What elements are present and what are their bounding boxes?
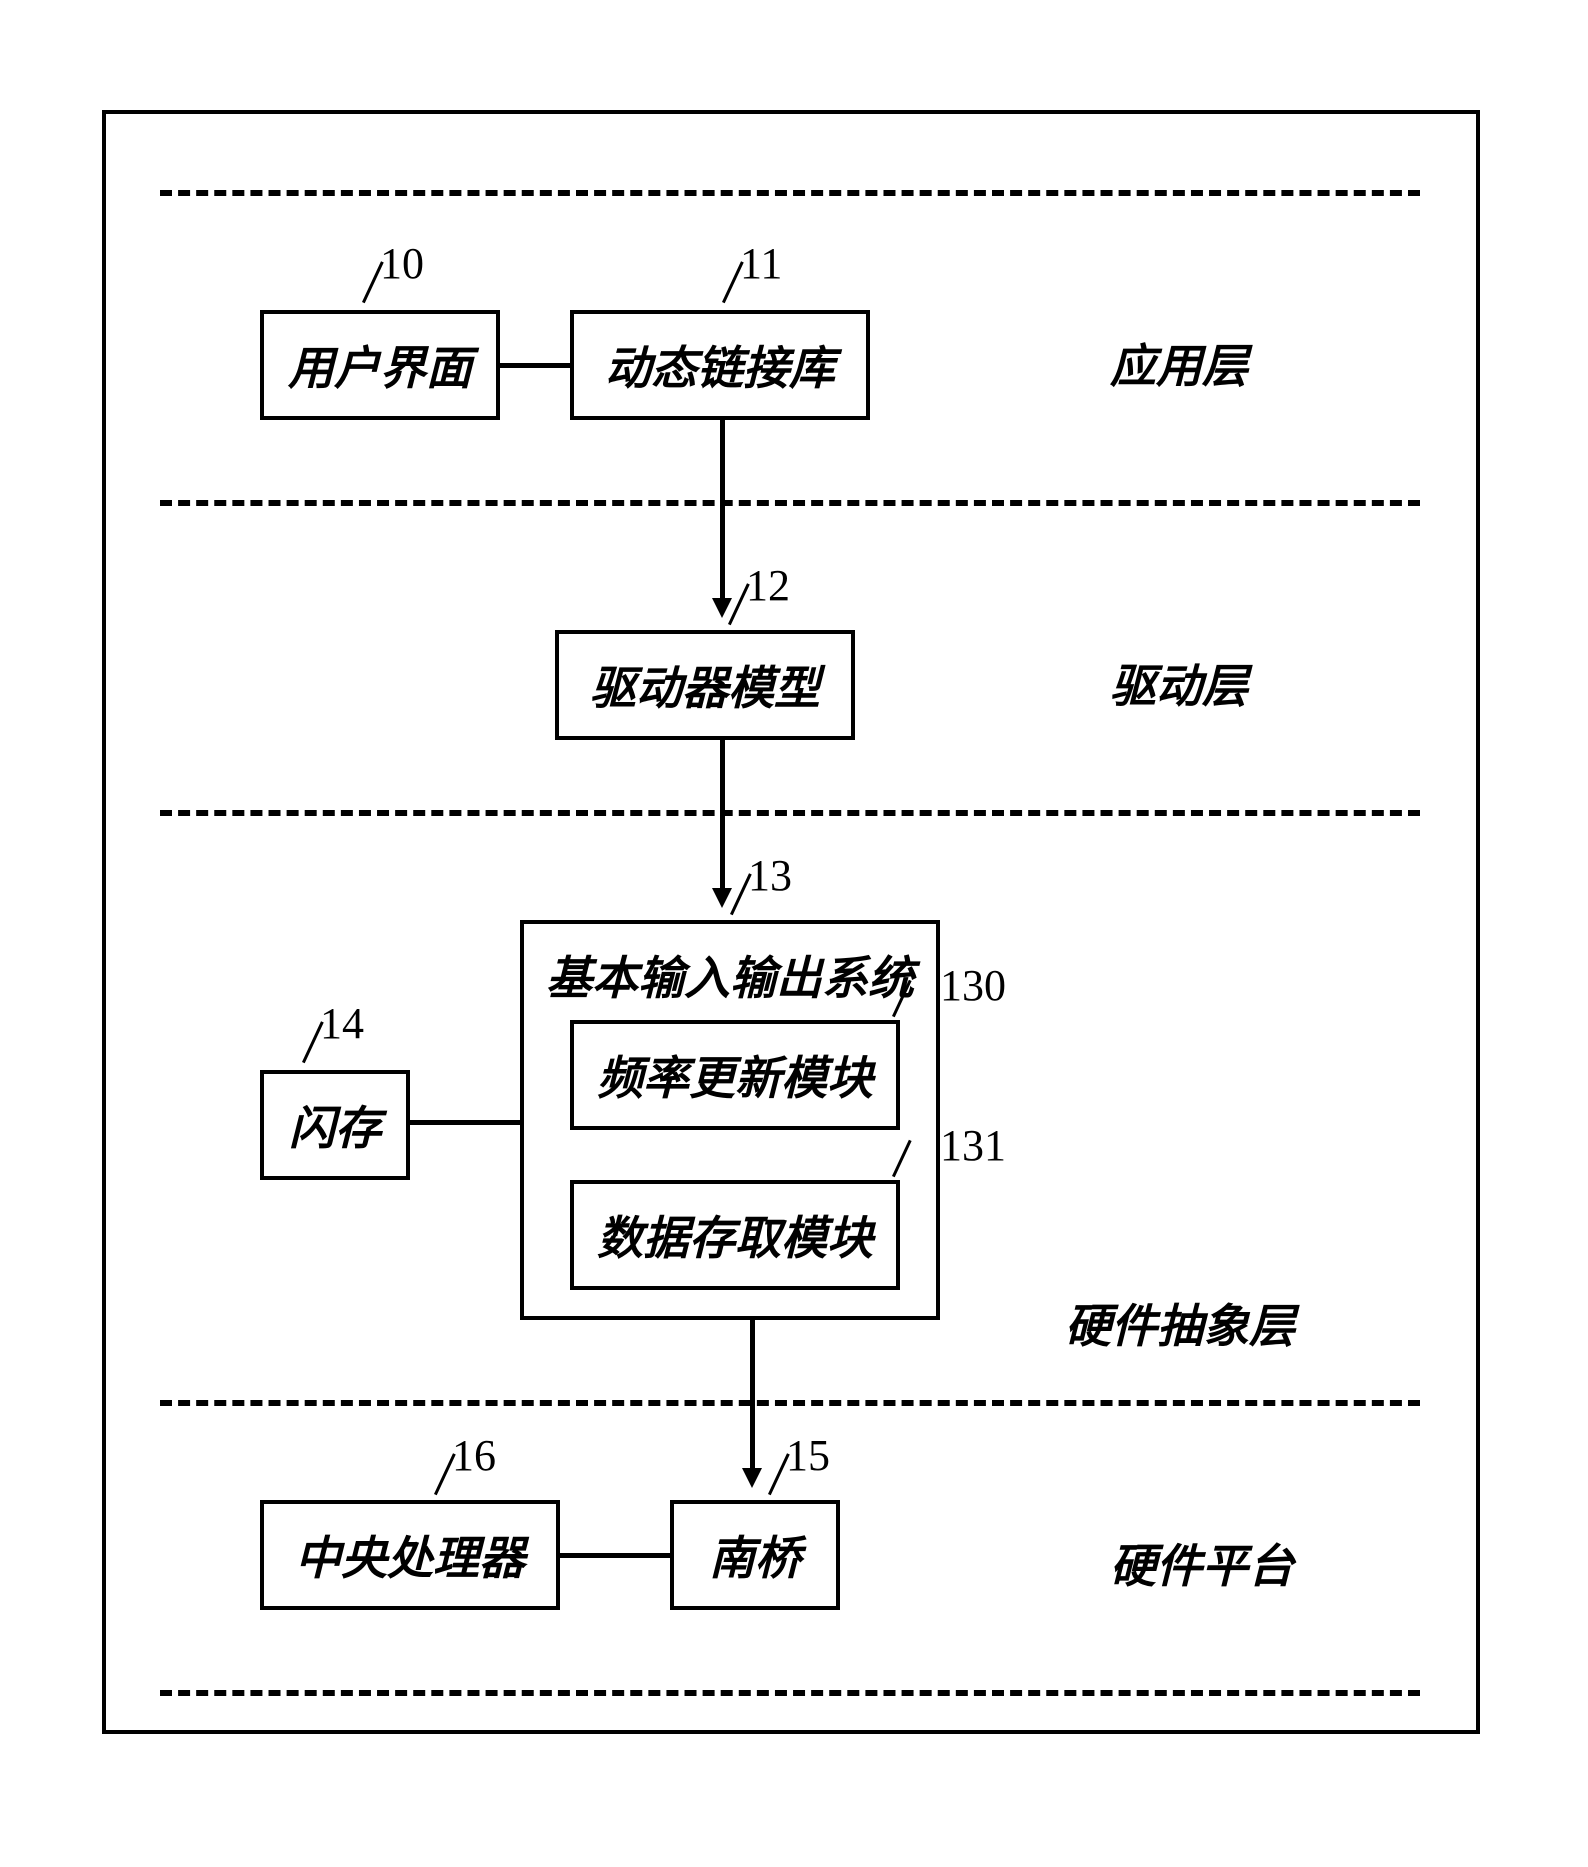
connector xyxy=(560,1553,670,1558)
layer-divider xyxy=(160,190,1420,196)
arrowhead-icon xyxy=(712,598,732,618)
node-driver-label: 驱动器模型 xyxy=(590,652,820,718)
connector xyxy=(750,1320,755,1470)
refnum-flash: 14 xyxy=(320,998,364,1049)
canvas: 应用层驱动层硬件抽象层硬件平台 用户界面 动态链接库驱动器模型基本输入输出系统闪存… xyxy=(0,0,1588,1867)
layer-label-hal: 硬件抽象层 xyxy=(1065,1290,1295,1356)
connector xyxy=(720,420,725,600)
layer-label-drv: 驱动层 xyxy=(1110,650,1248,716)
node-flash-label: 闪存 xyxy=(289,1092,381,1158)
layer-label-app: 应用层 xyxy=(1110,330,1248,396)
node-freq-label: 频率更新模块 xyxy=(597,1042,873,1108)
node-flash: 闪存 xyxy=(260,1070,410,1180)
node-cpu: 中央处理器 xyxy=(260,1500,560,1610)
node-dll: 动态链接库 xyxy=(570,310,870,420)
layer-divider xyxy=(160,1400,1420,1406)
layer-divider xyxy=(160,500,1420,506)
layer-divider xyxy=(160,1690,1420,1696)
node-ui-label: 用户界面 xyxy=(288,332,472,398)
refnum-freq: 130 xyxy=(940,960,1006,1011)
node-data: 数据存取模块 xyxy=(570,1180,900,1290)
node-driver: 驱动器模型 xyxy=(555,630,855,740)
layer-divider xyxy=(160,810,1420,816)
arrowhead-icon xyxy=(712,888,732,908)
node-bios-title: 基本输入输出系统 xyxy=(524,942,936,1008)
refnum-ui: 10 xyxy=(380,238,424,289)
node-sb: 南桥 xyxy=(670,1500,840,1610)
connector xyxy=(720,740,725,890)
connector xyxy=(500,363,570,368)
refnum-cpu: 16 xyxy=(452,1430,496,1481)
node-cpu-label: 中央处理器 xyxy=(295,1522,525,1588)
arrowhead-icon xyxy=(742,1468,762,1488)
node-freq: 频率更新模块 xyxy=(570,1020,900,1130)
refnum-driver: 12 xyxy=(746,560,790,611)
node-sb-label: 南桥 xyxy=(709,1522,801,1588)
node-data-label: 数据存取模块 xyxy=(597,1202,873,1268)
node-ui: 用户界面 xyxy=(260,310,500,420)
connector xyxy=(410,1120,520,1125)
refnum-dll: 11 xyxy=(740,238,782,289)
node-dll-label: 动态链接库 xyxy=(605,332,835,398)
refnum-sb: 15 xyxy=(786,1430,830,1481)
refnum-data: 131 xyxy=(940,1120,1006,1171)
layer-label-hw: 硬件平台 xyxy=(1110,1530,1294,1596)
refnum-bios: 13 xyxy=(748,850,792,901)
